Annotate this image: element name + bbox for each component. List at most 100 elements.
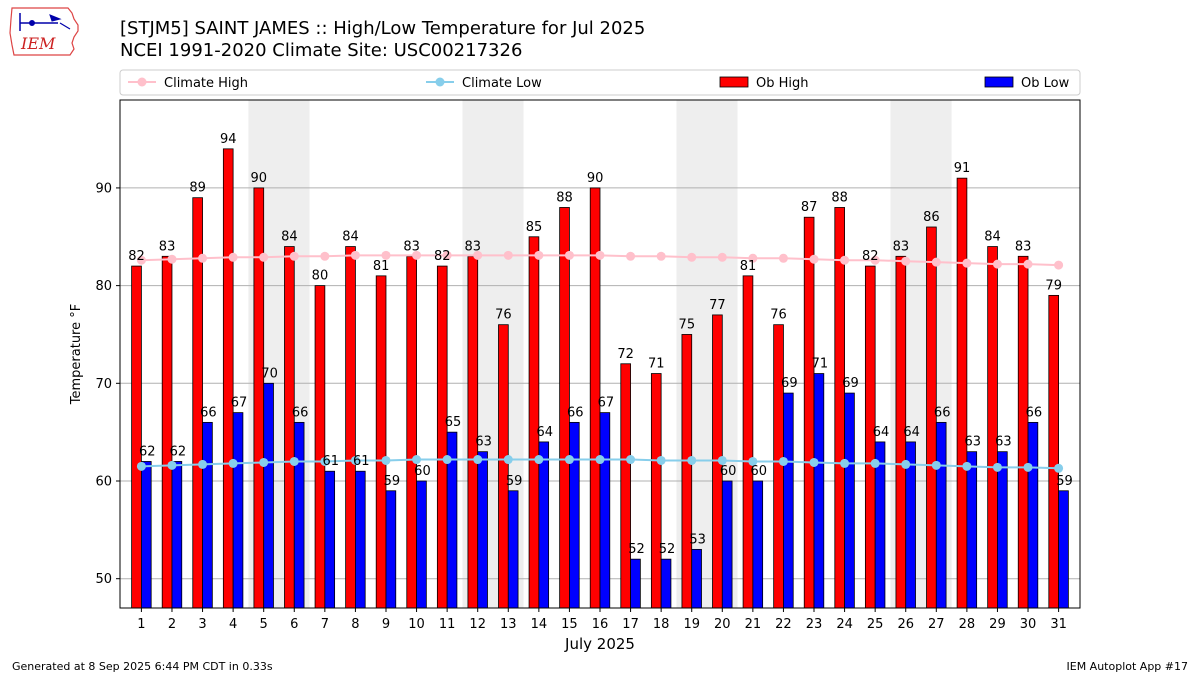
climate-low-point bbox=[350, 455, 360, 465]
ob-high-bar bbox=[345, 246, 356, 609]
ob-high-label: 84 bbox=[281, 230, 298, 245]
climate-high-point bbox=[687, 252, 697, 262]
ob-high-label: 83 bbox=[159, 239, 176, 254]
climate-low-point bbox=[809, 457, 819, 467]
ob-high-bar bbox=[253, 187, 265, 609]
climate-low-point bbox=[778, 456, 788, 466]
ob-high-label: 82 bbox=[862, 249, 879, 264]
climate-low-point bbox=[870, 458, 880, 468]
footer-app-text: IEM Autoplot App #17 bbox=[1066, 660, 1189, 673]
legend-climate-high-text: Climate High bbox=[164, 76, 248, 91]
ob-high-bar bbox=[375, 275, 387, 609]
ob-low-label: 59 bbox=[506, 474, 523, 489]
ob-high-bar bbox=[803, 216, 815, 609]
climate-high-point bbox=[412, 250, 422, 260]
climate-high-point bbox=[503, 250, 513, 260]
climate-low-point bbox=[442, 455, 452, 465]
x-tick-label: 1 bbox=[137, 617, 145, 632]
climate-low-point bbox=[136, 461, 146, 471]
ob-high-label: 79 bbox=[1045, 278, 1062, 293]
ob-low-label: 64 bbox=[873, 425, 890, 440]
legend-climate-low-swatch-marker bbox=[435, 77, 445, 87]
climate-low-point bbox=[748, 456, 758, 466]
ob-low-label: 59 bbox=[384, 474, 401, 489]
ob-high-bar bbox=[742, 275, 754, 609]
ob-high-label: 77 bbox=[709, 298, 726, 313]
ob-low-bar bbox=[813, 373, 825, 609]
ob-low-label: 62 bbox=[139, 444, 156, 459]
ob-high-label: 76 bbox=[495, 308, 512, 323]
ob-low-label: 64 bbox=[536, 425, 553, 440]
data-labels: 82 62 83 62 89 66 94 67 90 70 84 66 80 61 84 61 81 59 83 60… bbox=[128, 132, 1073, 557]
ob-high-bar bbox=[620, 363, 631, 609]
ob-high-label: 91 bbox=[954, 161, 971, 176]
x-tick-label: 18 bbox=[653, 617, 670, 632]
ob-low-bar bbox=[507, 490, 519, 609]
climate-low-point bbox=[992, 462, 1002, 472]
ob-low-bar bbox=[997, 451, 1008, 609]
ob-high-label: 80 bbox=[312, 269, 329, 284]
ob-high-bar bbox=[650, 373, 662, 609]
climate-low-point bbox=[931, 460, 941, 470]
ob-low-bar bbox=[538, 441, 550, 609]
ob-high-label: 90 bbox=[587, 171, 604, 186]
climate-high-point bbox=[778, 253, 788, 263]
climate-high-point bbox=[901, 256, 911, 266]
ob-low-bar bbox=[569, 421, 580, 609]
ob-low-bar bbox=[293, 421, 305, 609]
legend-box bbox=[119, 69, 1081, 96]
climate-low-point bbox=[595, 455, 605, 465]
ob-high-label: 88 bbox=[556, 190, 573, 205]
ob-high-label: 84 bbox=[342, 230, 359, 245]
ob-low-label: 61 bbox=[353, 454, 370, 469]
iem-logo: IEM bbox=[9, 7, 79, 56]
ob-high-label: 81 bbox=[373, 259, 390, 274]
ob-high-label: 94 bbox=[220, 132, 237, 147]
ob-low-bar bbox=[721, 480, 733, 609]
ob-low-label: 66 bbox=[200, 405, 217, 420]
x-tick-label: 6 bbox=[290, 617, 298, 632]
climate-high-point bbox=[1054, 260, 1064, 270]
climate-high-point bbox=[1023, 259, 1033, 269]
legend-climate-low-text: Climate Low bbox=[462, 76, 542, 91]
ob-low-bar bbox=[324, 470, 336, 609]
ob-high-label: 83 bbox=[465, 239, 482, 254]
x-tick-label: 31 bbox=[1050, 617, 1067, 632]
climate-lines bbox=[136, 250, 1064, 473]
x-tick-label: 12 bbox=[469, 617, 486, 632]
ob-high-label: 76 bbox=[770, 308, 787, 323]
ob-high-bar bbox=[1017, 255, 1029, 609]
x-tick-label: 19 bbox=[683, 617, 700, 632]
ob-low-label: 63 bbox=[995, 435, 1012, 450]
ob-high-bar bbox=[987, 246, 998, 609]
x-tick-label: 2 bbox=[168, 617, 176, 632]
y-axis-label: Temperature °F bbox=[69, 304, 84, 405]
ob-high-bar bbox=[467, 255, 479, 609]
ob-low-label: 63 bbox=[964, 435, 981, 450]
legend-ob-high-text: Ob High bbox=[756, 76, 809, 91]
legend-ob-low-swatch bbox=[984, 76, 1014, 88]
ob-low-label: 60 bbox=[720, 464, 737, 479]
ob-high-bar bbox=[1048, 294, 1059, 609]
climate-low-point bbox=[1023, 462, 1033, 472]
ob-low-bar bbox=[935, 421, 947, 609]
chart-subtitle: NCEI 1991-2020 Climate Site: USC00217326 bbox=[120, 40, 523, 61]
climate-high-point bbox=[962, 258, 972, 268]
climate-low-point bbox=[901, 459, 911, 469]
ob-high-bar bbox=[314, 285, 326, 609]
climate-high-point bbox=[198, 253, 208, 263]
climate-low-point bbox=[228, 458, 238, 468]
climate-low-point bbox=[564, 455, 574, 465]
x-tick-label: 9 bbox=[382, 617, 390, 632]
ob-low-label: 69 bbox=[842, 376, 859, 391]
ob-low-bar bbox=[691, 548, 702, 609]
ob-high-bar bbox=[773, 324, 784, 609]
ob-low-label: 61 bbox=[322, 454, 339, 469]
logo-text: IEM bbox=[20, 34, 56, 53]
x-tick-label: 28 bbox=[959, 617, 976, 632]
ob-low-label: 60 bbox=[414, 464, 431, 479]
ob-low-bar bbox=[660, 558, 672, 609]
climate-high-point bbox=[870, 255, 880, 265]
